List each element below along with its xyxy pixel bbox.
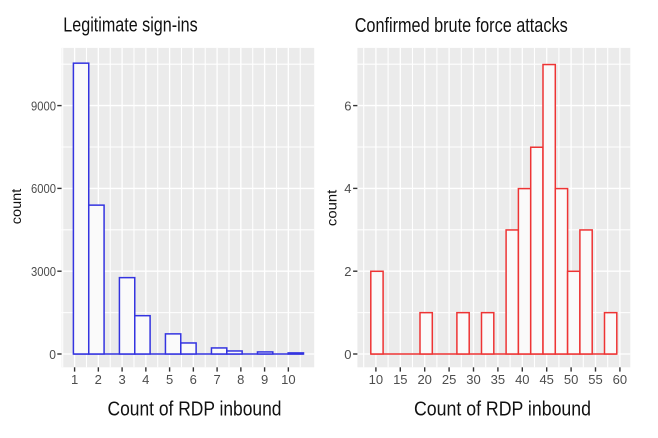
- svg-text:8: 8: [237, 372, 244, 387]
- svg-text:25: 25: [442, 372, 456, 387]
- svg-text:Legitimate sign-ins: Legitimate sign-ins: [63, 14, 197, 36]
- svg-text:9: 9: [261, 372, 268, 387]
- svg-text:6: 6: [344, 98, 351, 113]
- svg-text:Count of RDP inbound: Count of RDP inbound: [108, 399, 282, 421]
- svg-text:3000: 3000: [31, 264, 56, 279]
- svg-text:2: 2: [95, 372, 102, 387]
- svg-text:6: 6: [190, 372, 197, 387]
- svg-text:5: 5: [166, 372, 173, 387]
- svg-text:7: 7: [213, 372, 220, 387]
- svg-text:9000: 9000: [31, 98, 56, 113]
- svg-text:2: 2: [344, 264, 351, 279]
- svg-text:30: 30: [466, 372, 480, 387]
- svg-text:Count of RDP inbound: Count of RDP inbound: [414, 398, 591, 420]
- svg-text:15: 15: [393, 372, 407, 387]
- svg-text:count: count: [9, 188, 24, 224]
- svg-text:3: 3: [118, 372, 125, 387]
- svg-text:10: 10: [281, 372, 295, 387]
- svg-text:4: 4: [344, 181, 351, 196]
- svg-text:40: 40: [515, 372, 529, 387]
- svg-text:6000: 6000: [31, 181, 56, 196]
- svg-text:45: 45: [539, 372, 553, 387]
- svg-text:55: 55: [588, 372, 602, 387]
- svg-text:4: 4: [142, 372, 149, 387]
- svg-text:Confirmed brute force attacks: Confirmed brute force attacks: [355, 15, 568, 37]
- svg-text:60: 60: [613, 372, 627, 387]
- svg-text:20: 20: [417, 372, 431, 387]
- svg-text:0: 0: [344, 347, 351, 362]
- svg-text:count: count: [325, 189, 340, 226]
- svg-text:0: 0: [49, 347, 56, 362]
- svg-text:50: 50: [564, 372, 578, 387]
- svg-text:10: 10: [369, 372, 383, 387]
- svg-text:1: 1: [71, 372, 78, 387]
- svg-text:35: 35: [491, 372, 505, 387]
